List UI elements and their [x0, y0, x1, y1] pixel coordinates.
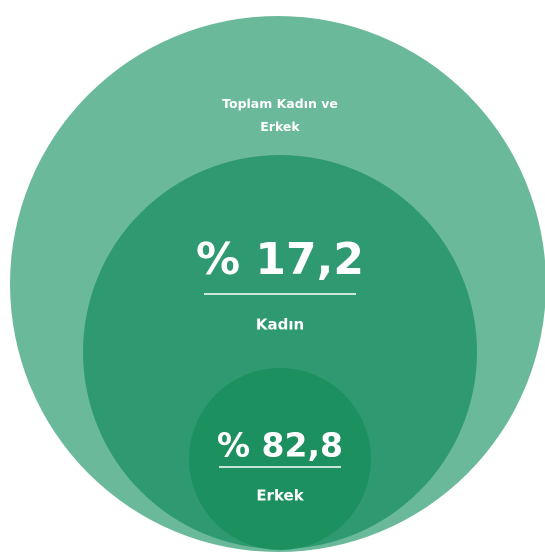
category-label: Erkek	[256, 487, 304, 505]
category-label: Kadın	[256, 316, 304, 334]
value-label: % 82,8	[217, 426, 343, 465]
chart-title: Toplam Kadın ve Erkek	[222, 96, 338, 134]
value-label: % 17,2	[196, 234, 364, 285]
circle	[189, 368, 371, 550]
circle	[83, 155, 477, 549]
